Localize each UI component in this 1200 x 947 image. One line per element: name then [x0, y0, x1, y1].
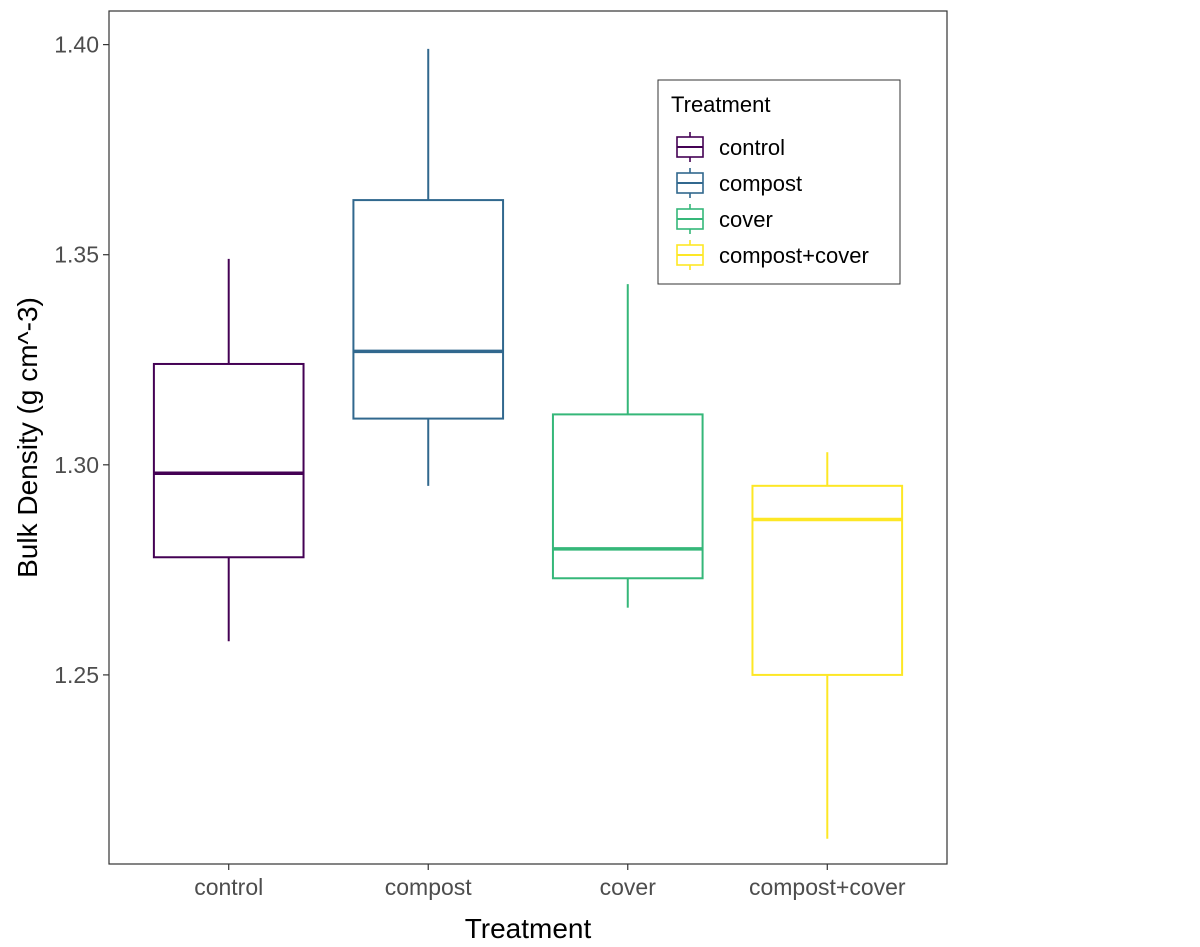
- legend-title: Treatment: [671, 92, 770, 117]
- y-axis-ticks: 1.25 1.30 1.35 1.40: [54, 32, 109, 688]
- legend-label: compost+cover: [719, 243, 869, 268]
- boxes-layer: [152, 48, 904, 839]
- legend-label: cover: [719, 207, 773, 232]
- legend-label: control: [719, 135, 785, 160]
- y-tick-label: 1.30: [54, 452, 99, 478]
- legend-label: compost: [719, 171, 802, 196]
- y-tick-label: 1.40: [54, 32, 99, 58]
- box-body: [751, 484, 904, 676]
- x-tick-label: compost+cover: [749, 874, 906, 900]
- x-tick-label: control: [194, 874, 263, 900]
- legend-entries: control compost cover compost+cover: [676, 132, 869, 270]
- box-body: [152, 362, 305, 559]
- legend-item-2: cover: [676, 204, 773, 234]
- x-axis-ticks: control compost cover compost+cover: [194, 864, 906, 900]
- x-tick-label: compost: [385, 874, 473, 900]
- box-1: [352, 48, 505, 486]
- box-2: [551, 284, 704, 608]
- box-3: [751, 452, 904, 839]
- y-axis-title: Bulk Density (g cm^-3): [12, 297, 43, 578]
- y-tick-label: 1.25: [54, 662, 99, 688]
- legend-item-1: compost: [676, 168, 802, 198]
- y-tick-label: 1.35: [54, 242, 99, 268]
- x-axis-title: Treatment: [465, 913, 592, 944]
- x-tick-label: cover: [600, 874, 657, 900]
- legend: Treatment control compost cover compost+cov…: [657, 79, 901, 285]
- box-body: [352, 199, 505, 420]
- legend-item-0: control: [676, 132, 785, 162]
- legend-item-3: compost+cover: [676, 240, 869, 270]
- box-body: [551, 413, 704, 580]
- box-0: [152, 258, 305, 642]
